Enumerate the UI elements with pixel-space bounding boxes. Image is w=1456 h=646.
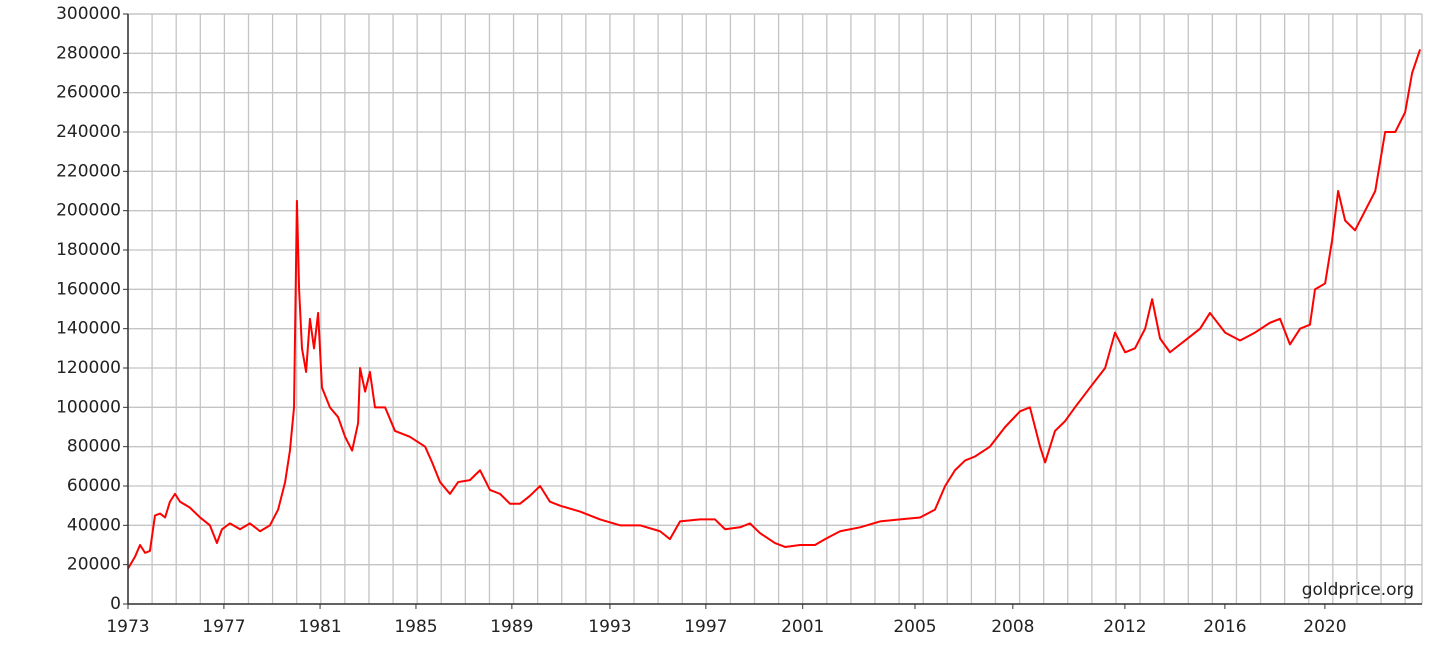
y-tick-label: 300000 [56,4,121,24]
y-tick-label: 140000 [56,319,121,339]
y-tick-label: 120000 [56,358,121,378]
y-tick-label: 280000 [56,43,121,63]
plot [127,49,1422,570]
x-tick-label: 1977 [202,617,245,637]
watermark: goldprice.org [1302,580,1414,600]
x-tick-label: 2020 [1303,617,1346,637]
y-tick-label: 200000 [56,201,121,221]
x-tick-label: 1981 [298,617,341,637]
y-tick-label: 40000 [67,515,121,535]
x-tick-label: 2008 [991,617,1034,637]
y-tick-label: 20000 [67,555,121,575]
y-tick-label: 0 [110,594,121,614]
y-tick-label: 220000 [56,161,121,181]
grid [127,13,1423,605]
x-tick-label: 2001 [781,617,824,637]
y-tick-label: 80000 [67,437,121,457]
y-tick-label: 60000 [67,476,121,496]
x-tick-label: 1985 [394,617,437,637]
x-tick-label: 2005 [893,617,936,637]
y-tick-label: 100000 [56,397,121,417]
x-tick-label: 1973 [106,617,149,637]
x-tick-label: 1989 [490,617,533,637]
y-tick-label: 240000 [56,122,121,142]
x-tick-label: 2016 [1203,617,1246,637]
price-line [127,49,1422,570]
x-tick-label: 1993 [588,617,631,637]
x-tick-label: 2012 [1103,617,1146,637]
y-tick-label: 260000 [56,83,121,103]
y-tick-label: 160000 [56,279,121,299]
y-tick-label: 180000 [56,240,121,260]
x-tick-label: 1997 [684,617,727,637]
